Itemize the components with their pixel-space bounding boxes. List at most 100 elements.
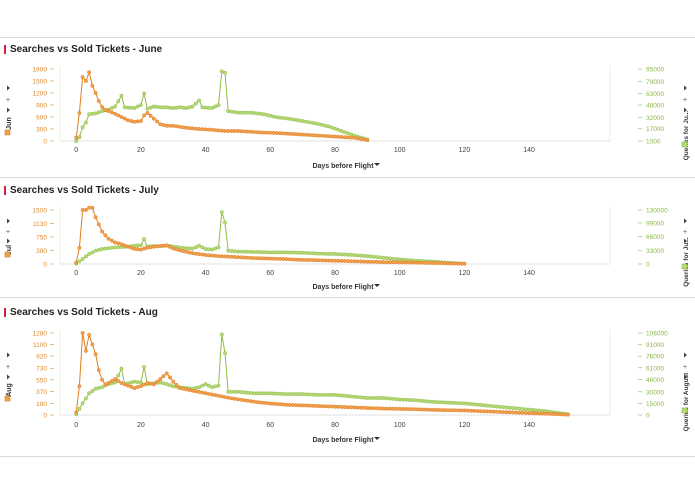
data-point — [294, 392, 299, 397]
plus-icon[interactable]: + — [5, 97, 10, 104]
plus-icon[interactable]: + — [5, 229, 10, 236]
data-point — [388, 406, 392, 411]
data-point — [216, 393, 221, 398]
x-tick-label: 80 — [331, 270, 339, 277]
triangle-right-icon[interactable] — [684, 352, 687, 358]
data-point — [174, 382, 179, 387]
data-point — [413, 398, 418, 403]
data-point — [129, 380, 134, 385]
triangle-right-icon[interactable] — [7, 374, 10, 380]
data-point — [142, 237, 147, 242]
data-point — [420, 398, 425, 403]
plus-icon[interactable]: + — [682, 97, 687, 104]
data-point — [527, 407, 532, 412]
data-point — [527, 411, 532, 416]
data-point — [329, 251, 334, 256]
data-point — [258, 130, 263, 135]
triangle-right-icon[interactable] — [684, 107, 687, 113]
data-point — [362, 395, 367, 400]
data-point — [423, 260, 428, 265]
x-axis-title: Days before Flight — [312, 437, 374, 444]
x-tick-label: 80 — [331, 422, 339, 429]
data-point — [155, 104, 160, 109]
data-point — [488, 403, 493, 408]
data-point — [468, 408, 473, 413]
data-point — [300, 392, 305, 397]
data-point — [326, 251, 331, 256]
data-point — [375, 255, 380, 260]
data-point — [326, 404, 331, 409]
data-point — [216, 128, 221, 133]
triangle-right-icon[interactable] — [684, 374, 687, 380]
triangle-down-icon[interactable] — [374, 163, 380, 166]
data-point — [481, 409, 486, 414]
left-tick-label: 380 — [36, 248, 47, 255]
data-point — [268, 250, 273, 255]
data-point — [501, 410, 506, 415]
plus-icon[interactable]: + — [5, 364, 10, 371]
chart-title: Searches vs Sold Tickets - June — [10, 44, 163, 55]
data-point — [504, 405, 509, 410]
triangle-right-icon[interactable] — [684, 218, 687, 224]
triangle-right-icon[interactable] — [7, 238, 10, 244]
data-point — [507, 405, 512, 410]
data-point — [365, 254, 370, 259]
data-point — [371, 259, 376, 264]
triangle-right-icon[interactable] — [684, 238, 687, 244]
triangle-down-icon[interactable] — [374, 437, 380, 440]
data-point — [158, 105, 163, 110]
data-point — [333, 252, 337, 256]
data-point — [320, 258, 325, 263]
triangle-down-icon[interactable] — [374, 284, 380, 287]
plus-icon[interactable]: + — [682, 229, 687, 236]
data-point — [206, 127, 211, 132]
data-point — [248, 391, 253, 395]
data-point — [433, 407, 438, 412]
data-point — [232, 249, 237, 254]
data-point — [235, 129, 240, 133]
data-point — [148, 245, 153, 250]
triangle-right-icon[interactable] — [7, 352, 10, 358]
triangle-right-icon[interactable] — [7, 107, 10, 113]
triangle-right-icon[interactable] — [7, 218, 10, 224]
data-point — [381, 255, 386, 260]
data-point — [342, 405, 347, 410]
data-point — [494, 409, 499, 414]
data-point — [303, 132, 308, 137]
data-point — [193, 385, 198, 390]
data-point — [235, 255, 240, 260]
triangle-right-icon[interactable] — [684, 85, 687, 91]
data-point — [219, 332, 224, 337]
data-point — [468, 402, 473, 406]
data-point — [339, 135, 344, 139]
right-tick-label: 32000 — [646, 115, 664, 122]
data-point — [168, 383, 172, 388]
x-tick-label: 100 — [394, 270, 406, 277]
data-point — [106, 236, 111, 241]
x-tick-label: 140 — [523, 422, 535, 429]
data-point — [310, 120, 315, 125]
data-point — [543, 411, 548, 416]
data-point — [339, 252, 344, 257]
data-point — [336, 393, 341, 398]
data-point — [223, 351, 227, 356]
data-point — [135, 243, 140, 248]
x-tick-label: 100 — [394, 147, 406, 154]
data-point — [138, 103, 143, 107]
data-point — [449, 408, 454, 413]
data-point — [320, 133, 325, 138]
data-point — [307, 258, 312, 262]
series-tickets — [74, 331, 570, 417]
data-point — [210, 247, 215, 252]
data-point — [93, 248, 98, 253]
data-point — [203, 247, 208, 251]
data-point — [213, 393, 218, 398]
data-point — [155, 244, 160, 249]
triangle-right-icon[interactable] — [7, 85, 10, 91]
series-line — [75, 211, 465, 265]
plus-icon[interactable]: + — [682, 364, 687, 371]
data-point — [284, 392, 289, 397]
data-point — [226, 395, 231, 400]
data-point — [446, 261, 451, 266]
data-point — [252, 130, 257, 134]
